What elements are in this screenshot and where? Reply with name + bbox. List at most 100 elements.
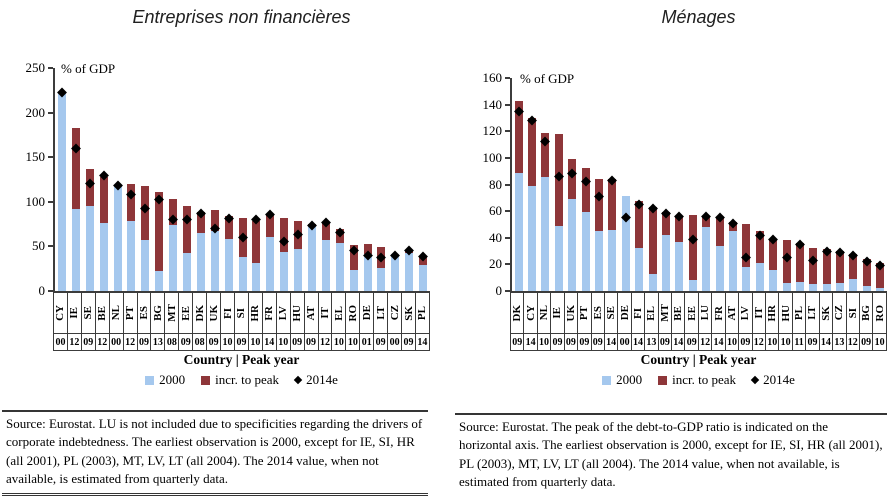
y-axis-tick — [505, 210, 510, 213]
country-cell-CZ: CZ — [833, 293, 847, 333]
peak-year-label: 09 — [180, 336, 191, 348]
country-label: CZ — [833, 305, 846, 321]
peak-year-cell-BG: 13 — [151, 334, 166, 350]
country-label: LU — [699, 305, 712, 321]
peak-year-label: 11 — [794, 336, 804, 348]
bar-stack — [363, 244, 372, 291]
peak-year-label: 09 — [403, 336, 414, 348]
country-cell-SE: SE — [82, 293, 96, 333]
peak-year-cell-SI: 09 — [235, 334, 249, 350]
country-cell-AT: AT — [726, 293, 740, 333]
bar-segment-2000 — [141, 240, 150, 291]
bar-segment-2000 — [377, 268, 386, 291]
bar-stack — [554, 134, 563, 291]
bar-segment-2000 — [541, 177, 550, 291]
peak-year-cell-IE: 12 — [68, 334, 82, 350]
bar-stack — [335, 229, 344, 291]
country-cell-MT: MT — [659, 293, 673, 333]
bar-LT — [807, 78, 820, 291]
bar-FI — [222, 68, 236, 291]
legend-item-2014e: 2014e — [293, 372, 338, 388]
peak-year-label: 00 — [619, 336, 630, 348]
bar-segment-2000 — [196, 233, 205, 291]
bar-BG — [152, 68, 166, 291]
country-cell-LT: LT — [374, 293, 389, 333]
country-cell-SI: SI — [235, 293, 249, 333]
bar-segment-incr-to-peak — [224, 216, 233, 239]
footnote: Source: Eurostat. The peak of the debt-t… — [455, 413, 887, 496]
bar-NL — [539, 78, 552, 291]
bar-segment-2000 — [715, 246, 724, 291]
bar-segment-2000 — [769, 270, 778, 291]
country-cell-FR: FR — [263, 293, 277, 333]
bar-segment-2000 — [528, 186, 537, 291]
country-cell-SK: SK — [820, 293, 834, 333]
country-cell-BG: BG — [151, 293, 166, 333]
bar-stack — [595, 179, 604, 291]
peak-year-cell-SE: 14 — [605, 334, 619, 350]
legend-item-incr-to-peak: incr. to peak — [201, 372, 279, 388]
bar-segment-incr-to-peak — [155, 192, 164, 271]
bar-LV — [277, 68, 291, 291]
peak-year-label: 09 — [306, 336, 317, 348]
bar-stack — [280, 218, 289, 291]
country-cell-AT: AT — [305, 293, 319, 333]
bar-segment-2000 — [210, 231, 219, 291]
peak-year-cell-HR: 10 — [766, 334, 780, 350]
bar-segment-2000 — [238, 257, 247, 291]
legend-swatch-2000 — [602, 375, 612, 385]
bar-segment-incr-to-peak — [280, 218, 289, 252]
peak-year-cell-EL: 13 — [645, 334, 659, 350]
peak-year-label: 09 — [512, 336, 523, 348]
bar-stack — [795, 243, 804, 291]
y-axis-tick — [48, 111, 53, 114]
peak-year-label: 09 — [861, 336, 872, 348]
x-axis-labels: CY IE SE BE NL PT ES BG MT EE DK UK FI SI HR FR LV HU AT IT… — [53, 293, 430, 351]
country-cell-DK: DK — [193, 293, 208, 333]
country-label: CZ — [388, 305, 401, 321]
legend-label-2000: 2000 — [159, 372, 186, 387]
bar-stack — [849, 254, 858, 291]
country-label: LT — [374, 306, 387, 320]
peak-year-cell-MT: 09 — [659, 334, 673, 350]
bar-HU — [291, 68, 305, 291]
peak-year-cell-LV: 10 — [277, 334, 291, 350]
bar-segment-2000 — [568, 199, 577, 291]
bar-stack — [862, 259, 871, 291]
bar-segment-2000 — [280, 252, 289, 291]
bar-stack — [688, 215, 697, 291]
country-cell-PT: PT — [578, 293, 592, 333]
peak-year-label: 09 — [552, 336, 563, 348]
bar-segment-2000 — [635, 248, 644, 291]
peak-year-label: 10 — [539, 336, 550, 348]
bar-segment-2000 — [688, 280, 697, 291]
peak-year-cell-UK: 09 — [565, 334, 579, 350]
peak-year-label: 10 — [333, 336, 344, 348]
legend-swatch-incr-to-peak — [658, 375, 668, 385]
bar-segment-2000 — [742, 267, 751, 291]
country-cell-SE: SE — [605, 293, 619, 333]
x-axis-caption: Country | Peak year — [640, 352, 757, 367]
bar-segment-2000 — [702, 227, 711, 291]
country-label: RO — [346, 304, 359, 322]
bar-segment-incr-to-peak — [514, 101, 523, 173]
country-cell-FR: FR — [712, 293, 726, 333]
bar-IE — [69, 68, 83, 291]
bar-segment-2000 — [307, 226, 316, 291]
country-label: DE — [360, 305, 373, 321]
country-label: LV — [277, 305, 290, 321]
peak-year-label: 09 — [740, 336, 751, 348]
country-row: DK CY NL IE UK PT ES SE DE FI EL MT BE EE LU FR AT LV IT HR… — [511, 293, 887, 333]
bar-segment-incr-to-peak — [71, 128, 80, 209]
peak-year-label: 10 — [347, 336, 358, 348]
y-tick-label: 200 — [25, 104, 46, 120]
country-cell-HU: HU — [291, 293, 305, 333]
peak-year-label: 10 — [278, 336, 289, 348]
country-label: EE — [685, 305, 698, 321]
peak-year-label: 14 — [264, 336, 275, 348]
peak-year-label: 09 — [686, 336, 697, 348]
peak-year-label: 09 — [592, 336, 603, 348]
bar-DE — [361, 68, 375, 291]
country-label: LT — [806, 306, 819, 320]
peak-year-label: 09 — [807, 336, 818, 348]
